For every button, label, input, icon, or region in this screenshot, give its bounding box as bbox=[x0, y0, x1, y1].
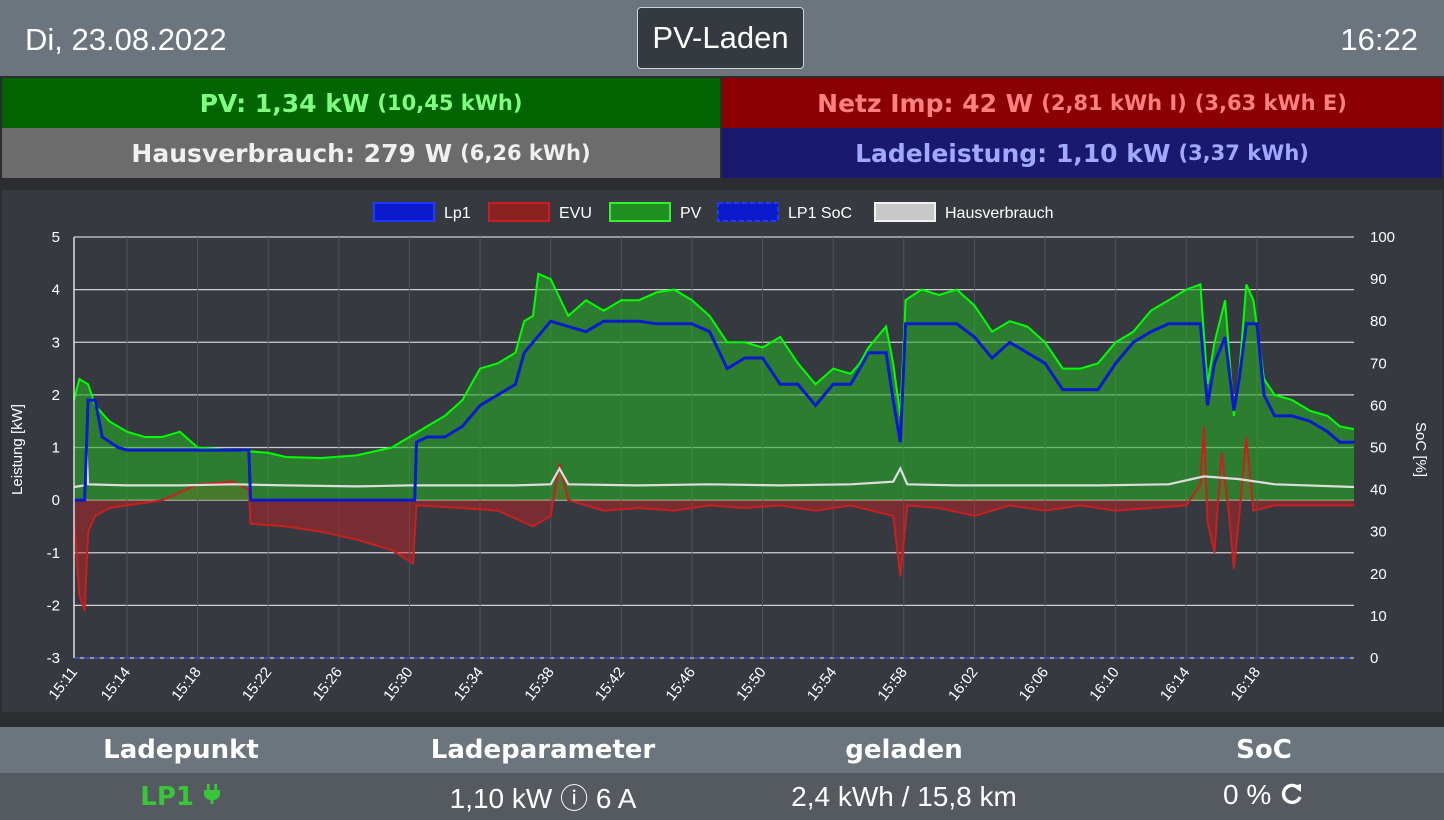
plug-icon bbox=[202, 781, 222, 813]
series-layer bbox=[73, 272, 1355, 659]
legend-swatch bbox=[717, 202, 779, 222]
power-chart[interactable]: Lp1 EVU PV LP1 SoC Hausverbrauch 543210-1-2-… bbox=[2, 190, 1442, 712]
x-tick-label: 15:26 bbox=[309, 664, 346, 704]
table-row[interactable]: LP1 1,10 kW ⓘ 6 A 2,4 kWh / 15,8 km 0 % bbox=[0, 773, 1444, 820]
house-energy: (6,26 kWh) bbox=[460, 141, 591, 165]
legend-label: EVU bbox=[559, 205, 592, 222]
legend-swatch bbox=[609, 202, 671, 222]
x-tick-label: 15:11 bbox=[45, 664, 81, 703]
y2-tick-label: 50 bbox=[1370, 440, 1387, 457]
x-tick-label: 15:50 bbox=[733, 664, 770, 704]
grid-tile: Netz Imp: 42 W (2,81 kWh I) (3,63 kWh E) bbox=[722, 78, 1442, 128]
y-tick-label: 3 bbox=[52, 334, 60, 351]
soc-cell[interactable]: 0 % bbox=[1084, 779, 1444, 813]
x-tick-label: 16:14 bbox=[1157, 664, 1194, 704]
legend-swatch bbox=[488, 202, 550, 222]
chart-legend: Lp1 EVU PV LP1 SoC Hausverbrauch bbox=[373, 202, 1054, 222]
pv-energy: (10,45 kWh) bbox=[377, 91, 523, 115]
chart-panel: Lp1 EVU PV LP1 SoC Hausverbrauch 5 4 3 2 1 0 -1 -2-… bbox=[2, 190, 1442, 712]
legend-swatch bbox=[874, 202, 936, 222]
header-geladen: geladen bbox=[845, 735, 963, 765]
chargepoint-cell[interactable]: LP1 bbox=[0, 780, 362, 814]
legend-label: Hausverbrauch bbox=[945, 205, 1054, 222]
y2-tick-label: 30 bbox=[1370, 524, 1387, 541]
header-ladeparameter: Ladeparameter bbox=[430, 735, 656, 765]
y-tick-label: 4 bbox=[52, 282, 60, 299]
charged-amount: 2,4 kWh / 15,8 km bbox=[791, 780, 1017, 812]
y-tick-label: -2 bbox=[47, 597, 60, 614]
y2-axis-title: SoC [%] bbox=[1412, 422, 1429, 477]
chargepoint-table: Ladepunkt Ladeparameter geladen SoC LP1 … bbox=[0, 727, 1444, 820]
grid-power: Netz Imp: 42 W bbox=[817, 88, 1034, 118]
lp1-line bbox=[74, 319, 1354, 502]
x-tick-label: 15:22 bbox=[239, 664, 276, 704]
header-date: Di, 23.08.2022 bbox=[25, 22, 227, 57]
x-tick-label: 15:54 bbox=[804, 664, 841, 704]
evu-area bbox=[74, 426, 1354, 611]
legend-label: Lp1 bbox=[444, 205, 471, 222]
y2-tick-label: 20 bbox=[1370, 566, 1387, 583]
chart-section: Lp1 EVU PV LP1 SoC Hausverbrauch 5 4 3 2 1 0 -1 -2-… bbox=[0, 180, 1444, 717]
x-tick-label: 15:38 bbox=[521, 664, 558, 704]
y2-tick-label: 80 bbox=[1370, 313, 1387, 330]
x-tick-label: 15:34 bbox=[451, 664, 488, 704]
house-line bbox=[73, 447, 1355, 489]
chargepoint-name: LP1 bbox=[140, 781, 194, 812]
pv-tile: PV: 1,34 kW (10,45 kWh) bbox=[2, 78, 720, 128]
charge-power: Ladeleistung: 1,10 kW bbox=[855, 138, 1171, 168]
grid-import-energy: (2,81 kWh I) bbox=[1041, 91, 1187, 115]
grid-export-energy: (3,63 kWh E) bbox=[1194, 91, 1347, 115]
legend-label: LP1 SoC bbox=[788, 205, 852, 222]
y-tick-label: -1 bbox=[47, 545, 60, 562]
x-tick-label: 16:02 bbox=[945, 664, 982, 704]
y2-tick-label: 40 bbox=[1370, 482, 1387, 499]
house-tile: Hausverbrauch: 279 W (6,26 kWh) bbox=[2, 128, 720, 178]
header-bar: Di, 23.08.2022 PV-Laden 16:22 bbox=[0, 0, 1444, 76]
house-power: Hausverbrauch: 279 W bbox=[131, 138, 453, 168]
charge-energy: (3,37 kWh) bbox=[1178, 141, 1309, 165]
y-tick-label: -3 bbox=[47, 650, 60, 667]
pv-power: PV: 1,34 kW bbox=[199, 88, 370, 118]
header-soc: SoC bbox=[1236, 735, 1292, 765]
y-axis-title: Leistung [kW] bbox=[9, 404, 26, 495]
y2-tick-label: 100 bbox=[1370, 229, 1395, 246]
soc-value: 0 % bbox=[1222, 779, 1272, 811]
y-tick-label: 5 bbox=[52, 229, 60, 246]
x-tick-label: 16:06 bbox=[1016, 664, 1053, 704]
x-tick-label: 15:42 bbox=[592, 664, 629, 704]
charge-params[interactable]: 1,10 kW ⓘ 6 A bbox=[449, 782, 637, 814]
charge-mode-button[interactable]: PV-Laden bbox=[637, 7, 804, 69]
x-tick-label: 15:46 bbox=[663, 664, 700, 704]
charge-tile: Ladeleistung: 1,10 kW (3,37 kWh) bbox=[722, 128, 1442, 178]
x-tick-label: 15:58 bbox=[874, 664, 911, 704]
header-ladepunkt: Ladepunkt bbox=[103, 735, 259, 765]
y2-tick-label: 70 bbox=[1370, 355, 1387, 372]
x-tick-label: 15:30 bbox=[380, 664, 417, 704]
x-tick-label: 16:10 bbox=[1086, 664, 1123, 704]
y2-tick-label: 0 bbox=[1370, 650, 1378, 667]
legend-label: PV bbox=[680, 205, 702, 222]
refresh-icon[interactable] bbox=[1279, 781, 1305, 814]
y2-tick-label: 60 bbox=[1370, 397, 1387, 414]
table-header: Ladepunkt Ladeparameter geladen SoC bbox=[0, 727, 1444, 773]
x-tick-label: 16:18 bbox=[1228, 664, 1265, 704]
legend-swatch bbox=[373, 202, 435, 222]
pv-line bbox=[73, 272, 1355, 460]
header-time: 16:22 bbox=[1340, 22, 1418, 57]
y-tick-label: 1 bbox=[52, 440, 60, 457]
y2-tick-label: 90 bbox=[1370, 271, 1387, 288]
y2-tick-label: 10 bbox=[1370, 608, 1387, 625]
x-tick-label: 15:18 bbox=[168, 664, 205, 704]
y-tick-label: 2 bbox=[52, 387, 60, 404]
y-tick-label: 0 bbox=[52, 492, 60, 509]
pv-area bbox=[74, 273, 1354, 501]
x-tick-label: 15:14 bbox=[98, 664, 135, 704]
evu-line bbox=[73, 426, 1354, 611]
